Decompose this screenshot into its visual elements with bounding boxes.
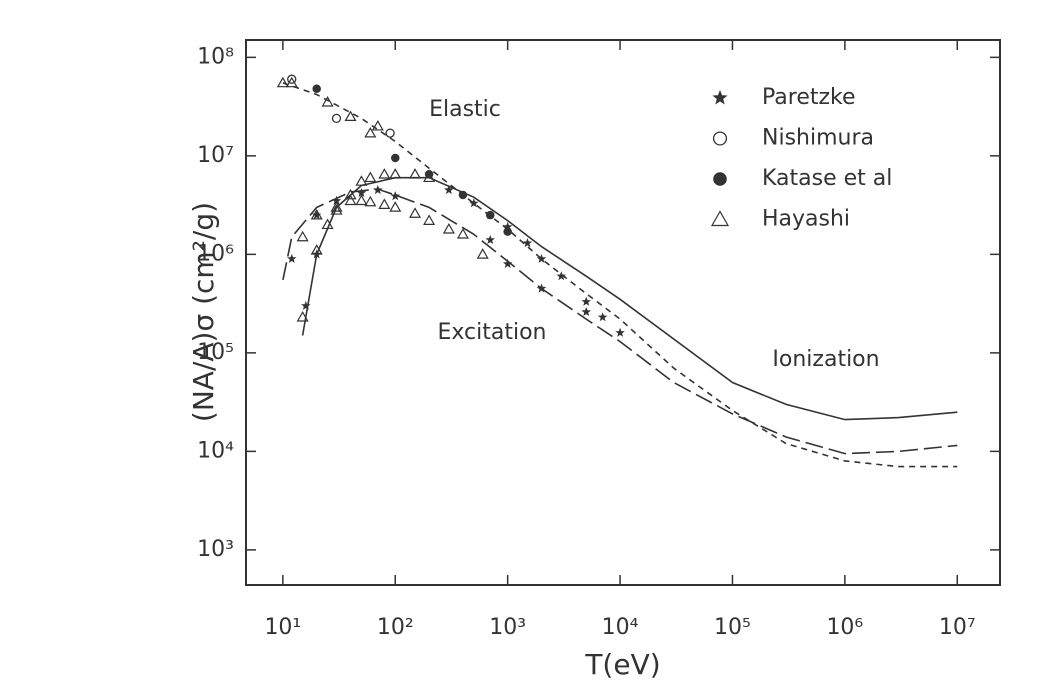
data-point	[458, 190, 468, 200]
legend-marker	[712, 90, 728, 105]
x-tick-label: 10³	[489, 615, 526, 640]
data-point	[385, 128, 395, 138]
legend-label: Katase et al	[762, 166, 892, 191]
data-point	[503, 227, 512, 236]
x-tick-label: 10⁶	[826, 615, 863, 640]
data-point	[536, 283, 547, 293]
legend-label: Nishimura	[762, 126, 874, 151]
y-tick-label: 10⁶	[197, 241, 234, 266]
data-point	[378, 168, 391, 179]
x-tick-label: 10⁵	[714, 615, 751, 640]
data-point	[364, 171, 377, 183]
data-point	[485, 210, 495, 220]
y-tick-label: 10⁵	[197, 340, 234, 365]
y-tick-label: 10⁷	[197, 143, 234, 168]
data-point	[364, 126, 377, 138]
data-point	[615, 327, 625, 337]
y-tick-label: 10⁴	[197, 438, 234, 463]
data-point	[423, 214, 436, 225]
data-point	[469, 198, 479, 208]
data-point	[344, 194, 357, 206]
data-point	[331, 195, 342, 205]
data-point	[364, 195, 377, 207]
data-point	[287, 253, 297, 263]
legend-label: Paretzke	[762, 85, 856, 110]
plot-frame	[245, 39, 1001, 586]
data-point	[581, 307, 591, 316]
data-point	[355, 175, 368, 186]
data-point	[356, 188, 367, 197]
data-point	[287, 74, 297, 84]
x-tick-label: 10⁷	[939, 615, 976, 640]
legend-marker	[710, 210, 730, 227]
data-point	[389, 168, 402, 179]
data-point	[502, 221, 513, 231]
curve-label: Elastic	[429, 97, 501, 122]
data-point	[476, 248, 489, 259]
data-point	[502, 258, 513, 268]
data-point	[330, 204, 343, 215]
data-point	[321, 218, 334, 230]
data-point	[371, 119, 384, 131]
data-point	[285, 76, 298, 88]
data-point	[355, 194, 368, 206]
data-point	[330, 201, 343, 212]
data-point	[423, 171, 436, 183]
data-point	[301, 300, 311, 310]
data-point	[390, 191, 400, 201]
data-point	[373, 185, 383, 195]
x-tick-label: 10¹	[264, 615, 301, 640]
curve-label: Ionization	[772, 347, 879, 372]
data-point	[389, 201, 402, 212]
legend-label: Hayashi	[762, 207, 850, 232]
data-point	[536, 253, 547, 263]
y-tick-label: 10³	[197, 537, 234, 562]
data-point	[344, 110, 357, 122]
data-point	[321, 96, 334, 107]
data-point	[311, 210, 322, 220]
data-point	[409, 207, 422, 218]
x-tick-label: 10⁴	[602, 615, 639, 640]
data-point	[391, 153, 400, 163]
x-tick-label: 10²	[377, 615, 414, 640]
data-point	[344, 188, 357, 200]
data-point	[485, 235, 495, 244]
curve	[301, 176, 958, 421]
data-point	[310, 244, 323, 255]
data-point	[556, 271, 566, 281]
data-point	[522, 238, 533, 248]
data-point	[296, 311, 309, 322]
curve	[282, 188, 958, 455]
legend-marker	[712, 131, 728, 146]
data-point	[456, 228, 469, 239]
data-point	[378, 198, 391, 209]
x-axis-label: T(eV)	[584, 648, 660, 681]
legend-marker	[713, 172, 727, 186]
curve-label: Excitation	[438, 320, 547, 345]
data-point	[310, 208, 323, 220]
data-point	[597, 312, 608, 322]
data-point	[276, 76, 289, 88]
data-point	[296, 230, 309, 242]
data-point	[581, 296, 591, 306]
data-point	[331, 113, 342, 124]
y-axis-label: (NA/A)σ (cm²/g)	[187, 202, 220, 422]
data-point	[442, 223, 455, 234]
y-tick-label: 10⁸	[197, 44, 234, 69]
data-point	[444, 185, 454, 195]
data-point	[409, 168, 422, 179]
data-point	[312, 84, 321, 93]
